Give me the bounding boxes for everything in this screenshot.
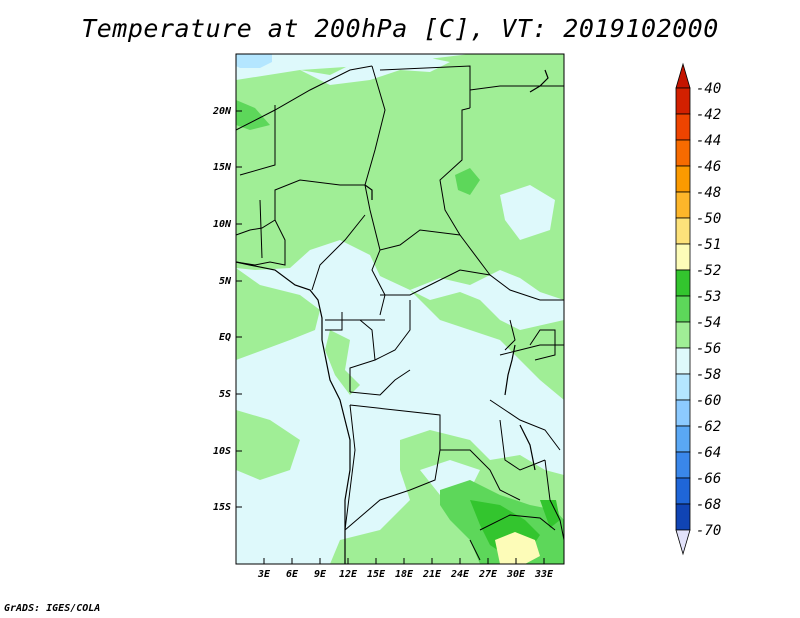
colorbar-label: -44	[696, 133, 721, 149]
colorbar-segment	[675, 165, 691, 193]
colorbar-segment	[675, 321, 691, 349]
colorbar-label: -42	[696, 107, 721, 123]
latitude-axis: 20N 15N 10N 5N EQ 5S 10S 15S	[212, 106, 242, 513]
colorbar-top-arrow	[675, 62, 691, 89]
colorbar-segment	[675, 295, 691, 323]
colorbar-label: -56	[696, 341, 721, 357]
lat-label-10n: 10N	[213, 219, 232, 230]
colorbar-segment	[675, 217, 691, 245]
colorbar-label: -60	[696, 393, 721, 409]
grads-credit: GrADS: IGES/COLA	[4, 603, 101, 614]
country-borders	[235, 65, 565, 564]
map-panel	[235, 53, 565, 565]
colorbar-segment	[675, 451, 691, 479]
lat-label-20n: 20N	[212, 106, 232, 117]
colorbar-label: -46	[696, 159, 721, 175]
colorbar-segment	[675, 87, 691, 115]
colorbar-label: -40	[696, 81, 721, 97]
lon-label-12e: 12E	[339, 569, 358, 580]
temperature-band-54-patches	[300, 56, 555, 495]
temperature-band-56	[236, 54, 272, 68]
colorbar-segment	[675, 477, 691, 505]
lat-label-10s: 10S	[213, 446, 231, 457]
lon-label-3e: 3E	[257, 569, 271, 580]
colorbar-segment	[675, 373, 691, 401]
colorbar-label: -53	[696, 289, 721, 305]
colorbar-label: -70	[696, 523, 721, 539]
lon-label-24e: 24E	[450, 569, 470, 580]
lon-label-18e: 18E	[395, 569, 414, 580]
colorbar-segment	[675, 113, 691, 141]
colorbar-label: -52	[696, 263, 721, 279]
lon-label-33e: 33E	[534, 569, 554, 580]
lon-label-30e: 30E	[506, 569, 526, 580]
colorbar-segment	[675, 399, 691, 427]
lon-label-15e: 15E	[367, 569, 386, 580]
colorbar-label: -68	[696, 497, 721, 513]
lon-label-21e: 21E	[422, 569, 442, 580]
colorbar-label: -64	[696, 445, 721, 461]
colorbar-label: -50	[696, 211, 721, 227]
coastline	[235, 69, 549, 564]
lat-label-5s: 5S	[219, 389, 231, 400]
colorbar-segment	[675, 425, 691, 453]
lat-label-15s: 15S	[213, 502, 231, 513]
colorbar-label: -51	[696, 237, 721, 253]
lat-label-eq: EQ	[219, 332, 231, 343]
lat-label-15n: 15N	[213, 162, 232, 173]
lon-label-9e: 9E	[314, 569, 327, 580]
lon-label-6e: 6E	[286, 569, 299, 580]
colorbar-segment	[675, 503, 691, 531]
colorbar-bottom-arrow	[675, 529, 691, 556]
colorbar-segment	[675, 243, 691, 271]
colorbar-segment	[675, 269, 691, 297]
colorbar-segment	[675, 139, 691, 167]
lon-label-27e: 27E	[478, 569, 498, 580]
colorbar-label: -58	[696, 367, 721, 383]
colorbar-label: -62	[696, 419, 721, 435]
colorbar-label: -54	[696, 315, 721, 331]
lat-label-5n: 5N	[219, 276, 232, 287]
colorbar-label: -66	[696, 471, 721, 487]
colorbar-segment	[675, 347, 691, 375]
colorbar: -40 -42 -44 -46 -48 -50 -51 -52 -53 -54 -56 -58 -60 -…	[675, 62, 721, 556]
map-frame	[235, 53, 565, 565]
colorbar-segment	[675, 191, 691, 219]
temperature-band-50	[495, 532, 540, 564]
colorbar-label: -48	[696, 185, 721, 201]
longitude-axis: 3E 6E 9E 12E 15E 18E 21E 24E 27E 30E 33E	[257, 558, 554, 580]
chart-title: Temperature at 200hPa [C], VT: 201910200…	[81, 14, 719, 43]
